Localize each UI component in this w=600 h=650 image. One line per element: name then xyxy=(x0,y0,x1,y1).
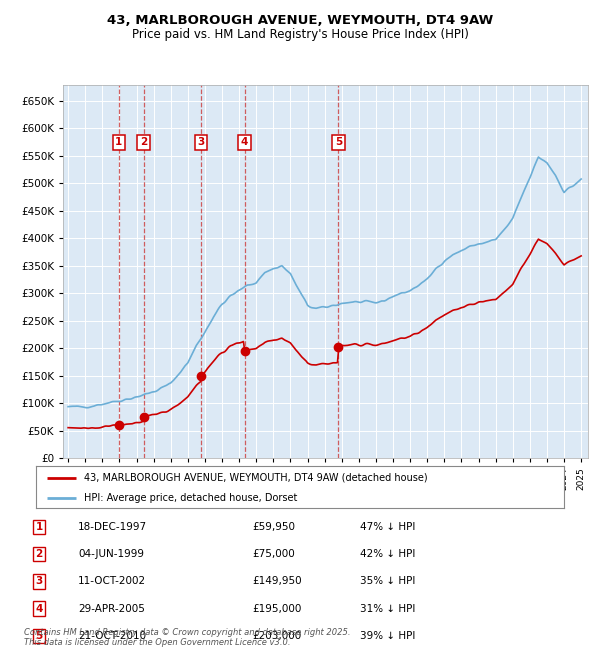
Text: 21-OCT-2010: 21-OCT-2010 xyxy=(78,631,146,641)
Text: 39% ↓ HPI: 39% ↓ HPI xyxy=(360,631,415,641)
Text: 4: 4 xyxy=(241,137,248,147)
Text: 42% ↓ HPI: 42% ↓ HPI xyxy=(360,549,415,559)
Text: 2: 2 xyxy=(140,137,148,147)
Text: 3: 3 xyxy=(197,137,205,147)
Text: £203,000: £203,000 xyxy=(252,631,301,641)
Text: 47% ↓ HPI: 47% ↓ HPI xyxy=(360,522,415,532)
Text: 31% ↓ HPI: 31% ↓ HPI xyxy=(360,604,415,614)
Text: 5: 5 xyxy=(35,631,43,641)
Text: 18-DEC-1997: 18-DEC-1997 xyxy=(78,522,147,532)
Text: £195,000: £195,000 xyxy=(252,604,301,614)
Text: HPI: Average price, detached house, Dorset: HPI: Average price, detached house, Dors… xyxy=(83,493,297,502)
Text: 3: 3 xyxy=(35,577,43,586)
Text: Contains HM Land Registry data © Crown copyright and database right 2025.
This d: Contains HM Land Registry data © Crown c… xyxy=(24,628,350,647)
Text: £59,950: £59,950 xyxy=(252,522,295,532)
Text: 11-OCT-2002: 11-OCT-2002 xyxy=(78,577,146,586)
Text: 43, MARLBOROUGH AVENUE, WEYMOUTH, DT4 9AW (detached house): 43, MARLBOROUGH AVENUE, WEYMOUTH, DT4 9A… xyxy=(83,473,427,483)
Text: 29-APR-2005: 29-APR-2005 xyxy=(78,604,145,614)
Text: £75,000: £75,000 xyxy=(252,549,295,559)
Text: 04-JUN-1999: 04-JUN-1999 xyxy=(78,549,144,559)
Text: 43, MARLBOROUGH AVENUE, WEYMOUTH, DT4 9AW: 43, MARLBOROUGH AVENUE, WEYMOUTH, DT4 9A… xyxy=(107,14,493,27)
Text: 1: 1 xyxy=(115,137,122,147)
Text: Price paid vs. HM Land Registry's House Price Index (HPI): Price paid vs. HM Land Registry's House … xyxy=(131,28,469,41)
Text: 4: 4 xyxy=(35,604,43,614)
Text: £149,950: £149,950 xyxy=(252,577,302,586)
Text: 35% ↓ HPI: 35% ↓ HPI xyxy=(360,577,415,586)
Text: 1: 1 xyxy=(35,522,43,532)
Text: 2: 2 xyxy=(35,549,43,559)
Text: 5: 5 xyxy=(335,137,342,147)
